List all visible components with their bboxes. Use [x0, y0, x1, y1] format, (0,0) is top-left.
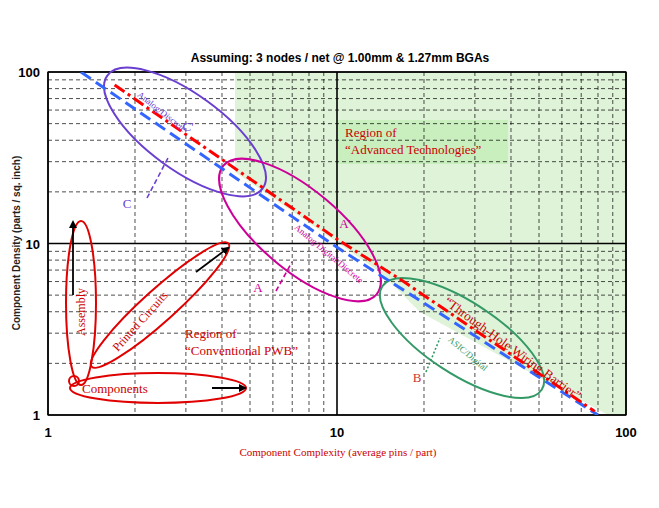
connector	[276, 262, 292, 291]
point-label: B	[413, 370, 422, 385]
x-tick-label: 1	[44, 425, 51, 440]
annotation-shapes	[66, 45, 561, 420]
series-line	[81, 72, 598, 415]
components-ellipse	[70, 373, 246, 403]
asic-digital-label: ASIC/Digital	[446, 334, 490, 373]
annotations: Region of “Advanced Technologies” Region o…	[74, 90, 584, 404]
corner-loop	[69, 376, 79, 386]
asic-digital-ellipse	[363, 256, 562, 420]
assembly-label: Assembly	[74, 288, 88, 336]
y-tick-label: 100	[18, 65, 40, 80]
background	[0, 0, 659, 508]
advanced-region-label: “Advanced Technologies”	[345, 142, 482, 157]
y-axis-label: Component Density (parts / sq. inch)	[11, 156, 22, 330]
barrier-label: “Through-Hole Wiring Barrier”	[441, 294, 584, 403]
point-label: A'	[339, 216, 351, 231]
analog-discrete-ellipse	[85, 45, 285, 219]
chart: 1 10 100 1 10 100 Region of “Advanced Technolog…	[0, 0, 659, 508]
y-tick-label: 1	[33, 408, 40, 423]
conventional-region-label: Region of	[185, 326, 237, 341]
x-axis-label: Component Complexity (average pins / par…	[239, 446, 436, 459]
point-label: C	[123, 196, 132, 211]
x-tick-label: 10	[330, 425, 344, 440]
y-tick-label: 10	[26, 237, 40, 252]
major-grid-y	[48, 243, 626, 245]
arrow	[212, 387, 245, 389]
arrow	[196, 248, 228, 272]
components-label: Components	[82, 381, 148, 396]
series-line	[115, 85, 595, 411]
region-label-box	[338, 120, 508, 164]
advanced-region-label: Region of	[345, 125, 397, 140]
conventional-region-label: “Conventional PWB”	[185, 343, 298, 358]
printed-circuits-label: Printed Circuits	[110, 288, 171, 354]
series-group	[81, 72, 598, 415]
title: Assuming: 3 nodes / net @ 1.00mm & 1.27m…	[191, 51, 490, 65]
point-label: C'	[182, 119, 193, 134]
point-label: A	[253, 280, 263, 295]
analog-discrete-label: Analog/Discrete	[136, 90, 189, 134]
grid	[48, 72, 626, 415]
arrow	[72, 222, 74, 295]
plot-frame	[48, 72, 626, 415]
x-tick-label: 100	[615, 425, 637, 440]
analog-digital-label: Analog/Digital/Discrete	[293, 222, 366, 285]
connector	[147, 158, 168, 198]
connector	[426, 338, 440, 372]
